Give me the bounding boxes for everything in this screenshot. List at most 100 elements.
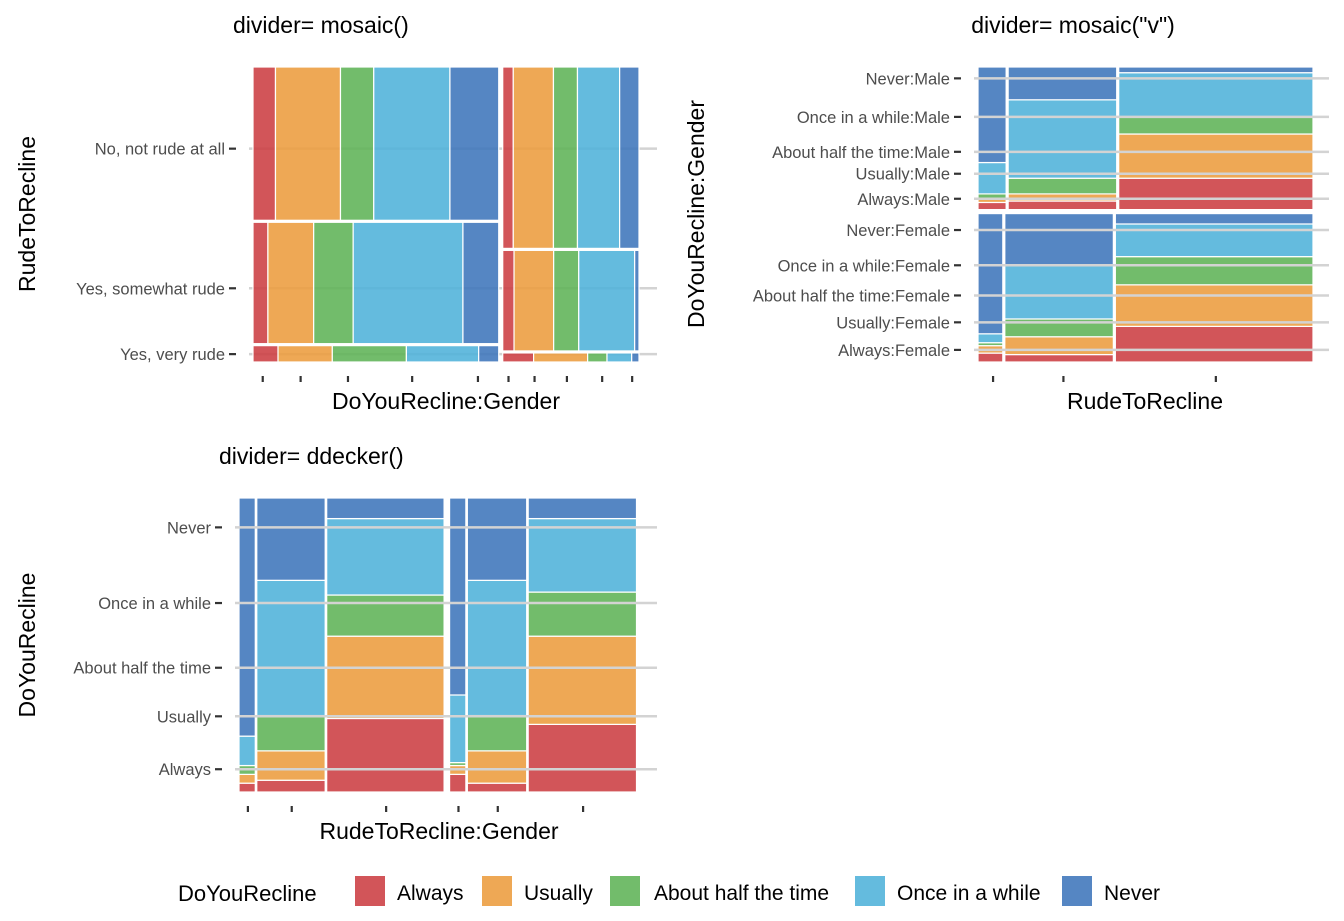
ddecker-y-label: Never xyxy=(167,519,212,537)
mosaic1-cell xyxy=(331,345,407,363)
ddecker-cell xyxy=(466,497,528,581)
ddecker-cell xyxy=(326,517,445,596)
mosaic2-cell xyxy=(1114,212,1314,225)
mosaic2-cell xyxy=(977,352,1004,363)
ddecker-cell xyxy=(238,497,256,737)
ddecker-cell xyxy=(527,497,638,520)
mosaic2-cell xyxy=(1007,99,1118,179)
mosaic1-cell xyxy=(532,352,589,363)
mosaic2-cell xyxy=(1118,177,1314,211)
legend-label: Always xyxy=(397,882,464,905)
mosaic1-cell xyxy=(512,66,555,249)
legend-label: Never xyxy=(1104,882,1160,905)
mosaic2-title: divider= mosaic("v") xyxy=(971,12,1175,38)
mosaic2-cell xyxy=(1118,66,1314,74)
ddecker-cell xyxy=(466,714,528,752)
ddecker-y-label: Once in a while xyxy=(98,595,211,613)
mosaic2-y-label: Never:Male xyxy=(866,70,950,88)
mosaic1-cell xyxy=(277,345,333,363)
ddecker-cell xyxy=(466,782,528,793)
mosaic2-y-axis-title: DoYouRecline:Gender xyxy=(683,100,709,328)
mosaic2-cell xyxy=(1004,353,1114,363)
ddecker-cell xyxy=(238,782,256,793)
ddecker-cell xyxy=(256,714,326,752)
ddecker-cell xyxy=(256,779,326,793)
mosaic1-cell xyxy=(634,249,640,352)
legend-label: Once in a while xyxy=(897,882,1041,905)
mosaic1-cell xyxy=(274,66,342,221)
mosaic1-cell xyxy=(339,66,375,221)
ddecker-cell xyxy=(326,594,445,637)
legend-label: About half the time xyxy=(654,882,829,905)
legend-key-once-in-a-while xyxy=(855,876,885,906)
mosaic2-cell xyxy=(977,333,1004,344)
mosaic2-y-label: Always:Female xyxy=(838,342,950,360)
ddecker-cell xyxy=(466,750,528,784)
ddecker-title: divider= ddecker() xyxy=(219,443,404,469)
legend-title: DoYouRecline xyxy=(178,881,317,906)
mosaic2-cell xyxy=(1007,66,1118,101)
mosaic1-cell xyxy=(587,352,608,363)
mosaic2-cell xyxy=(977,212,1004,335)
ddecker-cell xyxy=(527,591,638,637)
mosaic1-cell xyxy=(606,352,633,363)
legend-key-about-half-the-time xyxy=(610,876,640,906)
mosaic1-cell xyxy=(252,345,279,363)
ddecker-cell xyxy=(256,579,326,717)
legend-key-never xyxy=(1062,876,1092,906)
ddecker-cell xyxy=(326,635,445,720)
ddecker-y-label: About half the time xyxy=(73,660,211,678)
mosaic1-title: divider= mosaic() xyxy=(233,12,409,38)
mosaic1-cell xyxy=(552,66,579,249)
mosaic1-cell xyxy=(502,352,535,363)
ddecker-y-label: Always xyxy=(159,761,211,779)
mosaic1-cell xyxy=(352,221,464,345)
ddecker-cell xyxy=(256,497,326,581)
ddecker-cell xyxy=(238,773,256,784)
mosaic2-y-label: Once in a while:Male xyxy=(797,109,950,127)
mosaic2-cell xyxy=(977,161,1007,195)
mosaic2-y-label: Never:Female xyxy=(846,222,950,240)
legend-key-usually xyxy=(482,876,512,906)
mosaic1-cell xyxy=(578,249,636,352)
mosaic1-cell xyxy=(313,221,354,345)
ddecker-cell xyxy=(527,517,638,593)
mosaic2-cell xyxy=(1004,264,1114,320)
mosaic2-cell xyxy=(1118,116,1314,135)
ddecker-cell xyxy=(256,750,326,781)
mosaic1-cell xyxy=(631,352,640,363)
mosaic1-cell xyxy=(513,249,555,352)
mosaic1-cell xyxy=(576,66,621,249)
mosaic2-y-label: Usually:Male xyxy=(856,166,950,184)
mosaic2-cell xyxy=(1114,256,1314,286)
mosaic2-cell xyxy=(977,66,1007,164)
ddecker-cell xyxy=(448,773,467,793)
mosaic1-cell xyxy=(267,221,315,345)
ddecker-y-axis-title: DoYouRecline xyxy=(14,573,40,718)
mosaic1-cell xyxy=(462,221,500,345)
mosaic1-cell xyxy=(553,249,580,352)
mosaic1-x-axis-title: DoYouRecline:Gender xyxy=(332,388,560,414)
mosaic1-cell xyxy=(478,345,500,363)
ddecker-cell xyxy=(448,497,467,696)
legend-key-always xyxy=(355,876,385,906)
mosaic1-y-label: No, not rude at all xyxy=(95,141,225,159)
mosaic2-cell xyxy=(1118,133,1314,179)
mosaic1-y-axis-title: RudeToRecline xyxy=(14,136,40,292)
mosaic1-y-label: Yes, very rude xyxy=(120,346,225,364)
mosaic2-cell xyxy=(1114,325,1314,363)
mosaic2-x-axis-title: RudeToRecline xyxy=(1067,388,1223,414)
ddecker-y-label: Usually xyxy=(157,708,212,726)
ddecker-cell xyxy=(448,694,467,764)
mosaic1-y-label: Yes, somewhat rude xyxy=(76,280,225,298)
mosaic2-y-label: About half the time:Male xyxy=(772,144,950,162)
mosaic2-cell xyxy=(1004,336,1114,356)
mosaic1-cell xyxy=(405,345,480,363)
ddecker-x-axis-title: RudeToRecline:Gender xyxy=(319,818,558,844)
ddecker-cell xyxy=(326,497,445,520)
mosaic2-cell xyxy=(1118,72,1314,118)
legend-label: Usually xyxy=(524,882,593,905)
mosaic2-cell xyxy=(977,201,1007,211)
mosaic1-cell xyxy=(619,66,640,249)
